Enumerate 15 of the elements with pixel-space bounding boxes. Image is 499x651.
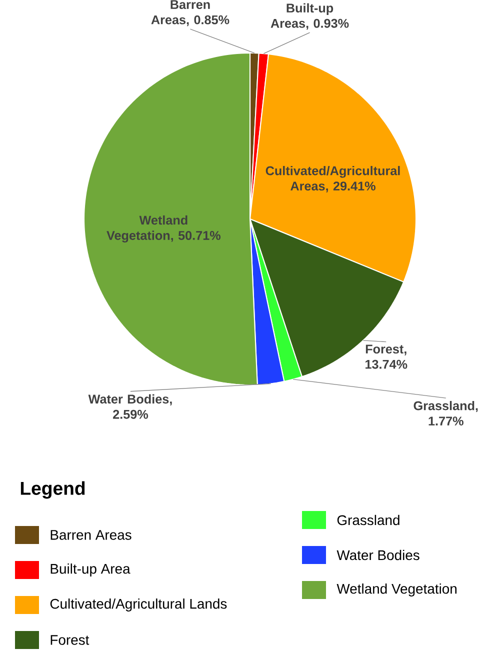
legend-label: Grassland bbox=[337, 514, 400, 526]
legend-label: Built-up Area bbox=[50, 564, 130, 576]
data-label: Forest, 13.74% bbox=[366, 344, 408, 369]
legend-title: Legend bbox=[20, 481, 85, 499]
data-label: Wetland Vegetation, 50.71% bbox=[106, 215, 221, 242]
legend-label: Barren Areas bbox=[50, 530, 132, 540]
data-label: Built-up Areas, 0.93% bbox=[270, 3, 349, 30]
data-label: Cultivated/Agricultural Areas, 29.41% bbox=[266, 166, 400, 192]
data-label: Grassland, 1.77% bbox=[414, 400, 478, 426]
data-label: Water Bodies, 2.59% bbox=[88, 394, 172, 419]
legend-label: Cultivated/Agricultural Lands bbox=[50, 598, 227, 612]
legend-label: Water Bodies bbox=[336, 550, 420, 560]
data-label: Barren Areas, 0.85% bbox=[151, 0, 230, 26]
legend-label: Wetland Vegetation bbox=[336, 584, 456, 596]
legend-label: Forest bbox=[50, 635, 90, 645]
